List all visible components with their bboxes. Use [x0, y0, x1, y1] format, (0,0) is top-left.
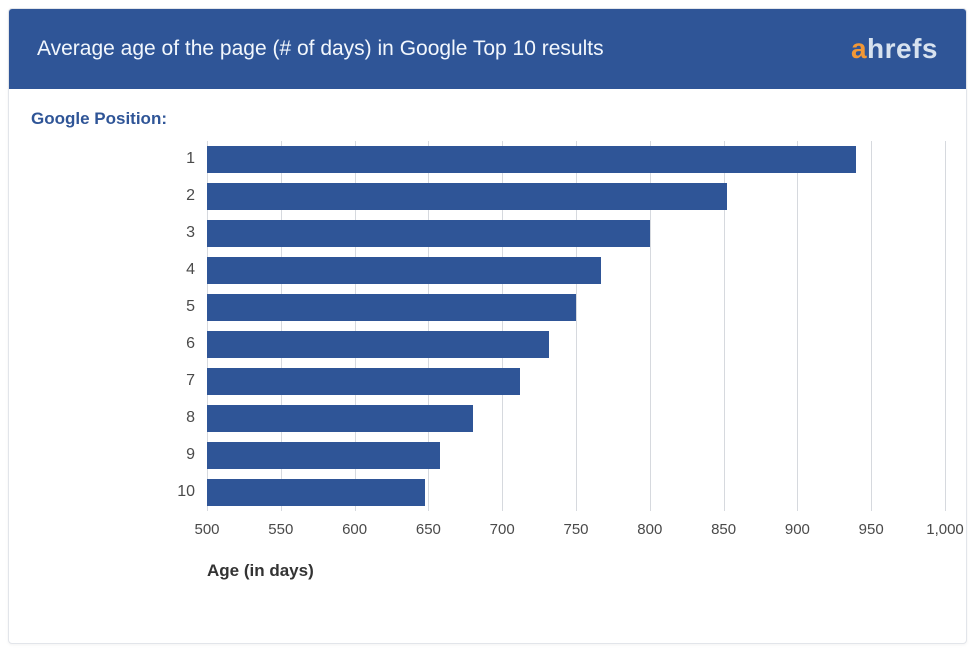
bar: [207, 257, 601, 284]
y-tick-label: 2: [31, 187, 195, 205]
gridline: [797, 141, 798, 511]
brand-logo: ahrefs: [851, 33, 938, 65]
bar: [207, 442, 440, 469]
y-tick-label: 4: [31, 261, 195, 279]
x-tick-label: 950: [859, 521, 884, 538]
x-tick-label: 800: [637, 521, 662, 538]
x-tick-label: 750: [563, 521, 588, 538]
bar: [207, 331, 549, 358]
y-tick-label: 1: [31, 150, 195, 168]
y-tick-label: 9: [31, 446, 195, 464]
bar: [207, 183, 727, 210]
gridline: [945, 141, 946, 511]
y-tick-label: 7: [31, 372, 195, 390]
y-tick-label: 10: [31, 483, 195, 501]
bar: [207, 220, 650, 247]
chart-plot-area: 5005506006507007508008509009501,00012345…: [31, 141, 944, 591]
x-axis-title: Age (in days): [207, 561, 314, 581]
x-tick-label: 900: [785, 521, 810, 538]
y-axis-title: Google Position:: [31, 109, 944, 129]
x-tick-label: 550: [268, 521, 293, 538]
x-tick-label: 650: [416, 521, 441, 538]
chart-card: Average age of the page (# of days) in G…: [8, 8, 967, 644]
brand-rest: hrefs: [867, 33, 938, 64]
bar: [207, 479, 425, 506]
gridline: [871, 141, 872, 511]
x-tick-label: 500: [194, 521, 219, 538]
x-tick-label: 700: [490, 521, 515, 538]
bar: [207, 368, 520, 395]
bar: [207, 405, 473, 432]
y-tick-label: 8: [31, 409, 195, 427]
chart-header: Average age of the page (# of days) in G…: [9, 9, 966, 89]
chart-body: Google Position: 50055060065070075080085…: [9, 89, 966, 601]
x-tick-label: 1,000: [926, 521, 964, 538]
bar: [207, 294, 576, 321]
y-tick-label: 3: [31, 224, 195, 242]
chart-title: Average age of the page (# of days) in G…: [37, 37, 604, 61]
bar: [207, 146, 856, 173]
plot: [207, 141, 945, 511]
x-tick-label: 850: [711, 521, 736, 538]
y-tick-label: 5: [31, 298, 195, 316]
y-tick-label: 6: [31, 335, 195, 353]
x-tick-label: 600: [342, 521, 367, 538]
brand-letter-a: a: [851, 33, 867, 64]
